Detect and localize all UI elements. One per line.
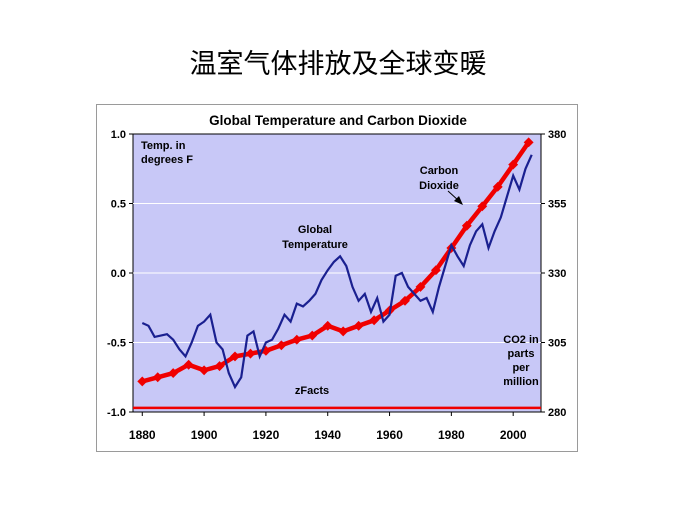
chart-frame: 1.0 0.5 0.0 -0.5 -1.0 380 355 330 305 280 1880 19… — [96, 104, 578, 452]
co2-annotation-arrowhead — [454, 196, 463, 205]
left-axis-ticks: 1.0 0.5 0.0 -0.5 -1.0 — [107, 129, 133, 419]
co2-data-point — [477, 201, 488, 212]
co2-data-point — [276, 340, 287, 351]
x-tick-label: 1980 — [438, 428, 465, 442]
co2-data-point — [400, 295, 410, 306]
chart-title: Global Temperature and Carbon Dioxide — [209, 113, 467, 128]
right-axis-label: CO2 in parts per million — [503, 334, 539, 388]
co2-annotation: Carbon Dioxide — [419, 165, 459, 192]
co2-data-point — [230, 351, 240, 362]
right-tick-label: 355 — [548, 199, 566, 211]
co2-data-point — [523, 137, 534, 148]
co2-data-point — [199, 365, 210, 376]
co2-data-point — [307, 330, 318, 341]
left-tick-label: 1.0 — [111, 129, 126, 141]
x-tick-label: 1940 — [314, 428, 341, 442]
right-tick-label: 280 — [548, 407, 566, 419]
left-tick-label: 0.5 — [111, 199, 126, 211]
left-tick-label: -0.5 — [107, 338, 126, 350]
left-tick-label: 0.0 — [111, 268, 126, 280]
x-tick-label: 2000 — [500, 428, 527, 442]
source-annotation: zFacts — [295, 385, 329, 397]
left-axis-label: Temp. in degrees F — [141, 140, 193, 166]
right-tick-label: 305 — [548, 338, 566, 350]
slide-title: 温室气体排放及全球变暖 — [189, 49, 487, 80]
chart-svg: 1.0 0.5 0.0 -0.5 -1.0 380 355 330 305 280 1880 19… — [107, 113, 566, 442]
left-tick-label: -1.0 — [107, 407, 126, 419]
temperature-annotation: Global Temperature — [282, 224, 348, 251]
right-axis-ticks: 380 355 330 305 280 — [541, 129, 566, 419]
temperature-series-line — [141, 154, 533, 390]
co2-data-point — [214, 361, 225, 372]
x-tick-label: 1960 — [376, 428, 403, 442]
x-tick-label: 1900 — [191, 428, 218, 442]
gridlines — [133, 203, 541, 343]
x-axis-ticks: 1880 1900 1920 1940 1960 1980 2000 — [129, 412, 527, 442]
x-tick-label: 1920 — [253, 428, 280, 442]
co2-data-point — [322, 320, 333, 331]
right-tick-label: 380 — [548, 129, 566, 141]
right-tick-label: 330 — [548, 268, 566, 280]
co2-data-point — [369, 315, 380, 326]
x-tick-label: 1880 — [129, 428, 156, 442]
co2-data-point — [245, 348, 256, 359]
